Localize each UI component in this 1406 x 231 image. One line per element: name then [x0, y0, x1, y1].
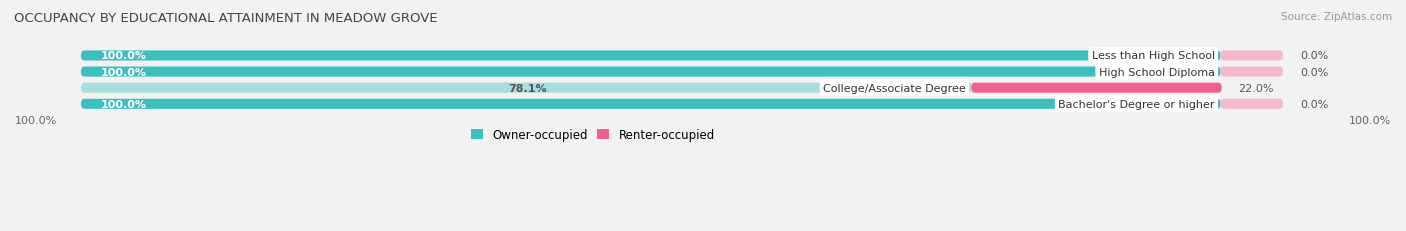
FancyBboxPatch shape — [82, 83, 1223, 93]
Text: Bachelor's Degree or higher: Bachelor's Degree or higher — [1059, 99, 1215, 109]
Text: 78.1%: 78.1% — [508, 83, 547, 93]
Text: 0.0%: 0.0% — [1301, 51, 1329, 61]
Text: 0.0%: 0.0% — [1301, 99, 1329, 109]
Text: 0.0%: 0.0% — [1301, 67, 1329, 77]
FancyBboxPatch shape — [82, 51, 1220, 61]
FancyBboxPatch shape — [82, 51, 1223, 61]
FancyBboxPatch shape — [972, 83, 1222, 93]
Text: 100.0%: 100.0% — [100, 67, 146, 77]
FancyBboxPatch shape — [82, 99, 1223, 109]
FancyBboxPatch shape — [1220, 99, 1282, 109]
Text: High School Diploma: High School Diploma — [1098, 67, 1215, 77]
FancyBboxPatch shape — [82, 67, 1223, 77]
Text: Source: ZipAtlas.com: Source: ZipAtlas.com — [1281, 12, 1392, 21]
Text: College/Associate Degree: College/Associate Degree — [823, 83, 966, 93]
FancyBboxPatch shape — [82, 83, 972, 93]
FancyBboxPatch shape — [1220, 67, 1282, 77]
Text: 100.0%: 100.0% — [100, 51, 146, 61]
FancyBboxPatch shape — [1220, 51, 1282, 61]
FancyBboxPatch shape — [82, 67, 1220, 77]
Text: Less than High School: Less than High School — [1091, 51, 1215, 61]
Text: 100.0%: 100.0% — [100, 99, 146, 109]
Text: 22.0%: 22.0% — [1239, 83, 1274, 93]
FancyBboxPatch shape — [82, 99, 1220, 109]
Legend: Owner-occupied, Renter-occupied: Owner-occupied, Renter-occupied — [467, 124, 720, 146]
Text: 100.0%: 100.0% — [1348, 116, 1391, 125]
Text: 100.0%: 100.0% — [15, 116, 58, 125]
Text: OCCUPANCY BY EDUCATIONAL ATTAINMENT IN MEADOW GROVE: OCCUPANCY BY EDUCATIONAL ATTAINMENT IN M… — [14, 12, 437, 24]
